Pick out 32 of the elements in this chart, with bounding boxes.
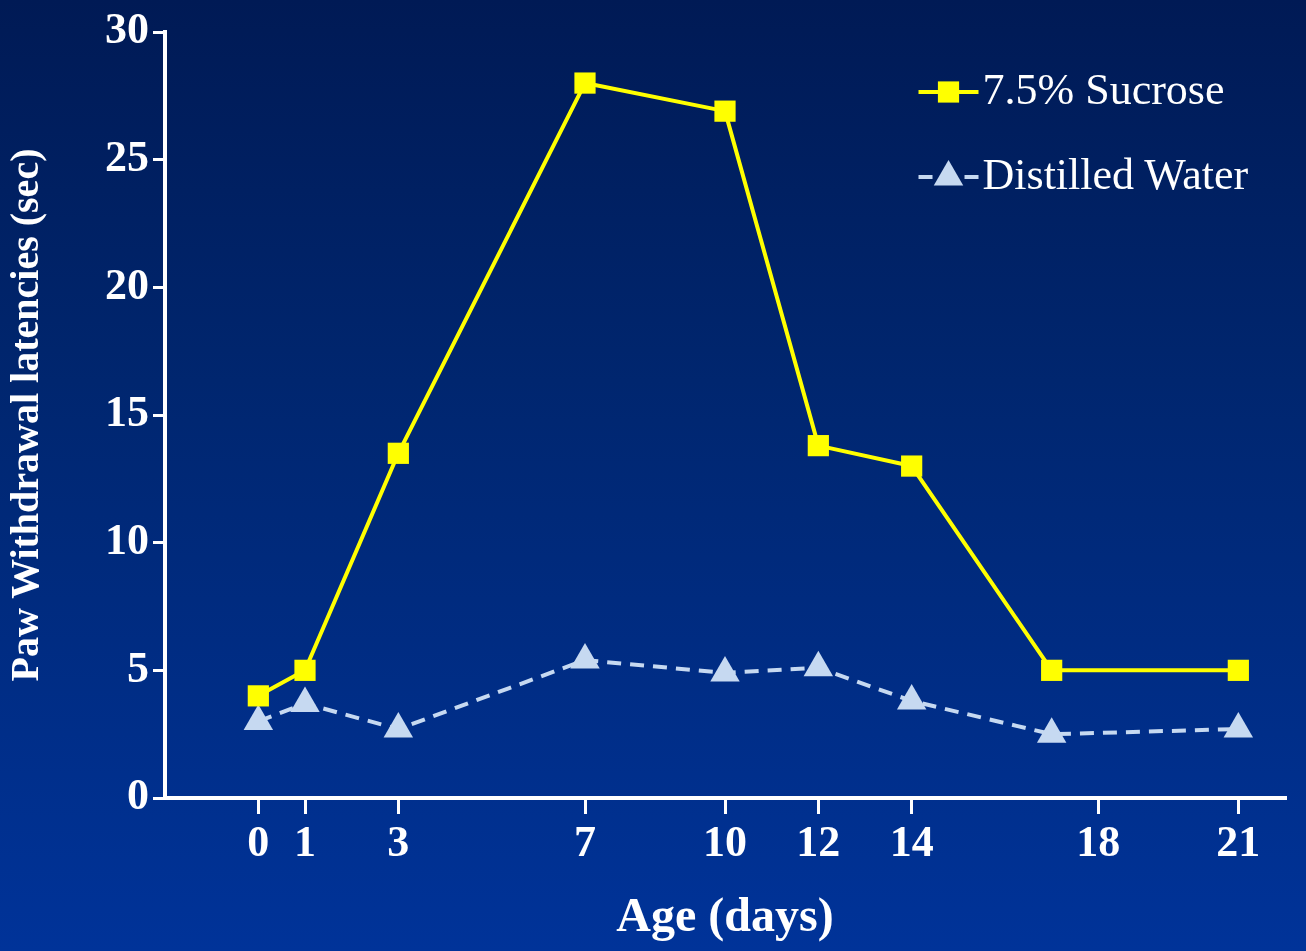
y-tick-label: 0: [127, 770, 149, 820]
y-tick-label: 20: [105, 259, 149, 309]
x-tick-label: 18: [1076, 816, 1121, 866]
point: [570, 643, 600, 669]
x-tick-label: 3: [387, 816, 410, 866]
x-tick-label: 10: [703, 816, 747, 866]
point: [574, 72, 596, 94]
point: [710, 655, 740, 682]
y-tick-label: 5: [127, 642, 149, 692]
point: [290, 686, 320, 713]
point: [1223, 712, 1254, 738]
legend-label: 7.5% Sucrose: [982, 64, 1225, 114]
point: [387, 442, 409, 464]
point: [243, 704, 274, 730]
point: [714, 100, 736, 122]
point: [1036, 717, 1067, 743]
y-tick-label: 10: [105, 515, 149, 565]
y-axis-title: Paw Withdrawal latencies (sec): [2, 148, 48, 682]
y-tick-label: 30: [105, 4, 149, 54]
x-axis-title: Age (days): [616, 887, 834, 942]
point: [383, 712, 414, 738]
x-tick-label: 21: [1216, 816, 1261, 866]
point: [803, 650, 834, 677]
x-tick-label: 12: [796, 816, 841, 866]
y-tick-label: 25: [105, 132, 149, 182]
point: [896, 683, 927, 710]
legend-label: Distilled Water: [982, 149, 1249, 199]
x-tick-label: 0: [247, 816, 270, 866]
x-tick-label: 1: [294, 816, 316, 866]
y-tick-label: 15: [105, 387, 149, 437]
x-tick-label: 14: [889, 816, 934, 866]
x-tick-label: 7: [574, 816, 596, 866]
